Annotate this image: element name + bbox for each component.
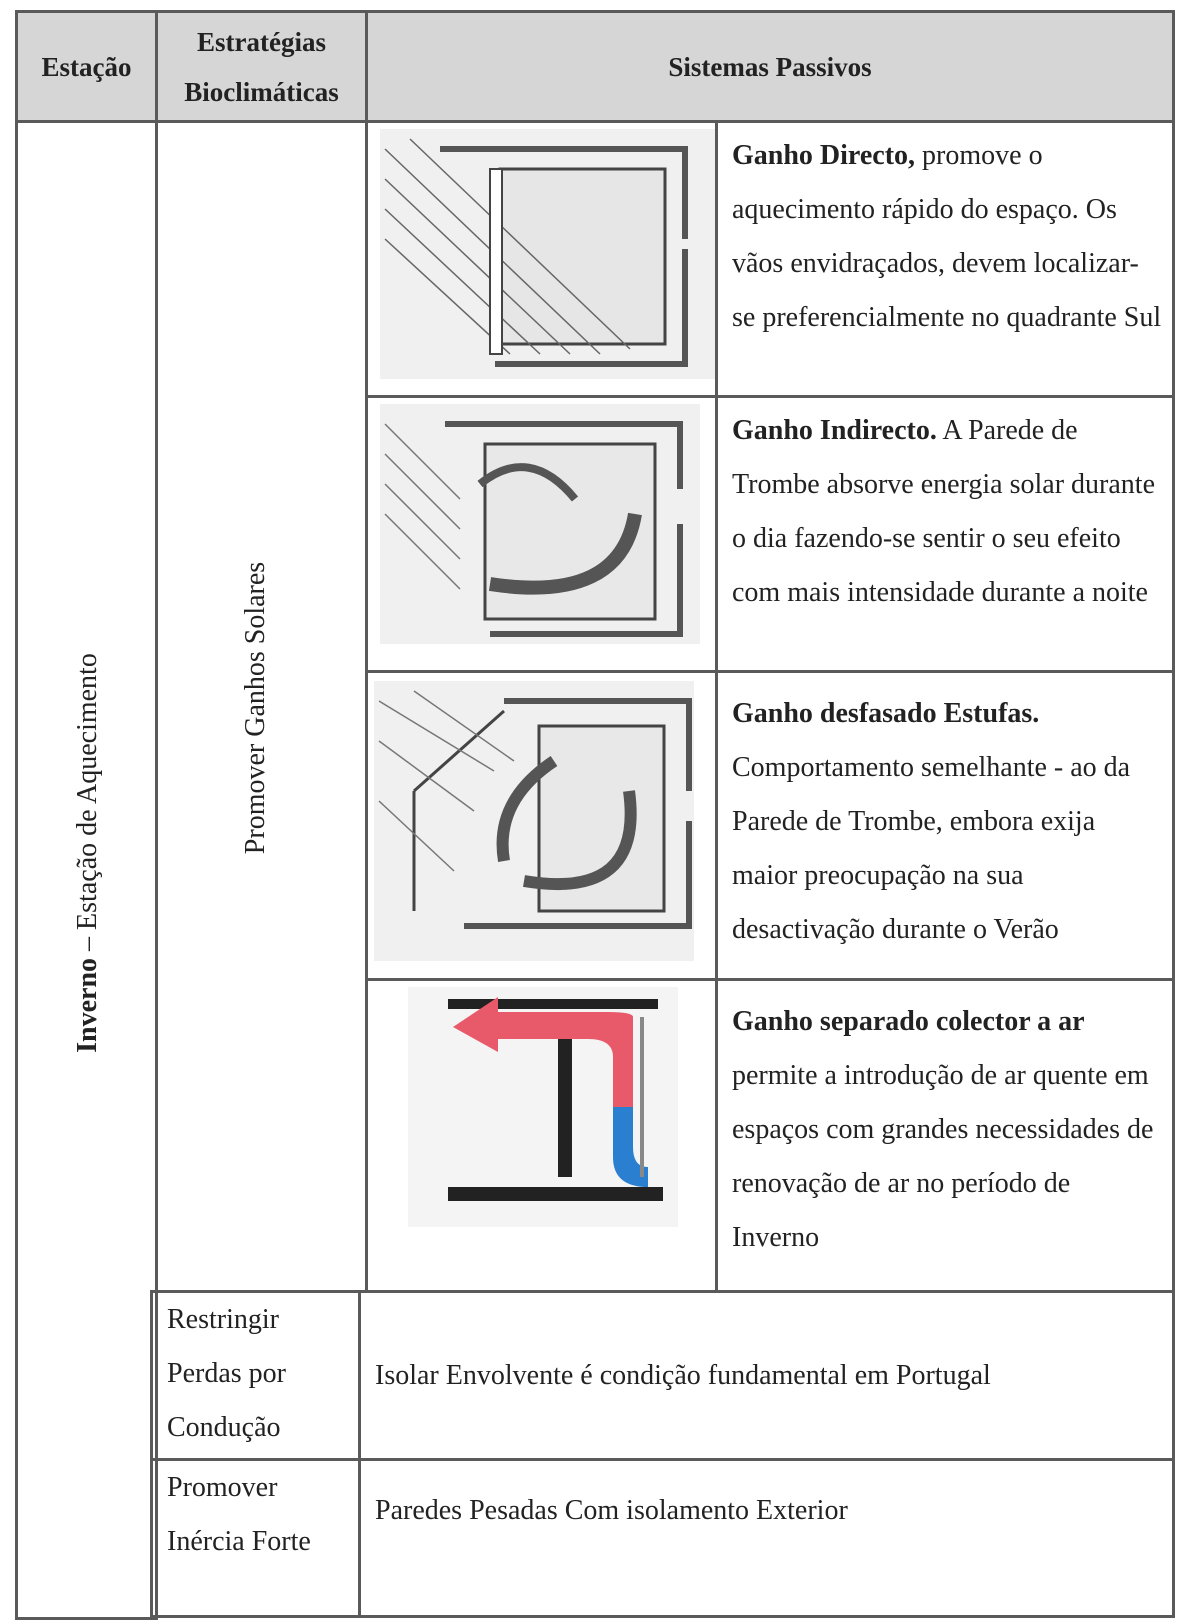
season-text: Inverno – Estação de Aquecimento xyxy=(72,653,104,1053)
system-cell: Paredes Pesadas Com isolamento Exterior xyxy=(358,1458,1175,1618)
strategy-text: Promover Ganhos Solares xyxy=(240,561,271,855)
strategy-text: Restringir Perdas por Condução xyxy=(167,1304,286,1443)
system-text: Ganho Directo, promove o aquecimento ráp… xyxy=(715,120,1175,398)
strategy-cell: Restringir Perdas por Condução xyxy=(150,1290,361,1461)
system-text: Isolar Envolvente é condição fundamental… xyxy=(375,1359,991,1391)
system-cell: Isolar Envolvente é condição fundamental… xyxy=(358,1290,1175,1461)
diagram-cell xyxy=(365,395,718,673)
system-description: Comportamento semelhante - ao da Parede … xyxy=(732,752,1131,945)
season-name: Inverno xyxy=(72,957,103,1053)
diagram-direct-gain xyxy=(380,129,715,379)
system-title: Ganho Indirecto. xyxy=(732,415,937,446)
diagram-indirect-gain xyxy=(380,404,700,644)
header-systems: Sistemas Passivos xyxy=(668,51,872,82)
system-description: promove o aquecimento rápido do espaço. … xyxy=(732,140,1162,333)
strategy-cell: Promover Inércia Forte xyxy=(150,1458,361,1618)
diagram-sunspace xyxy=(374,681,694,961)
header-strategies: Estratégias xyxy=(197,26,326,57)
diagram-cell xyxy=(365,670,718,981)
system-title: Ganho Directo, xyxy=(732,140,916,171)
strategy-text: Promover Inércia Forte xyxy=(167,1472,311,1557)
system-text: Paredes Pesadas Com isolamento Exterior xyxy=(375,1495,848,1526)
system-description: permite a introdução de ar quente em esp… xyxy=(732,1060,1154,1253)
system-text: Ganho separado colector a ar permite a i… xyxy=(715,978,1175,1293)
diagram-cell xyxy=(365,978,718,1293)
diagram-cell xyxy=(365,120,718,398)
system-text: Ganho desfasado Estufas. Comportamento s… xyxy=(715,670,1175,981)
system-title: Ganho desfasado Estufas. xyxy=(732,698,1040,729)
header-season: Estação xyxy=(41,51,132,82)
system-title: Ganho separado colector a ar xyxy=(732,1006,1085,1037)
season-cell: Inverno – Estação de Aquecimento xyxy=(15,120,158,1620)
header-cell: Estação xyxy=(15,10,158,123)
header-cell: Estratégias Bioclimáticas xyxy=(155,10,368,123)
system-description: A Parede de Trombe absorve energia solar… xyxy=(732,415,1155,608)
header-cell: Sistemas Passivos xyxy=(365,10,1175,123)
system-text: Ganho Indirecto. A Parede de Trombe abso… xyxy=(715,395,1175,673)
strategy-cell: Promover Ganhos Solares xyxy=(155,120,368,1293)
diagram-air-collector xyxy=(408,987,678,1227)
season-label: – Estação de Aquecimento xyxy=(72,653,103,951)
header-strategies: Bioclimáticas xyxy=(184,76,339,107)
